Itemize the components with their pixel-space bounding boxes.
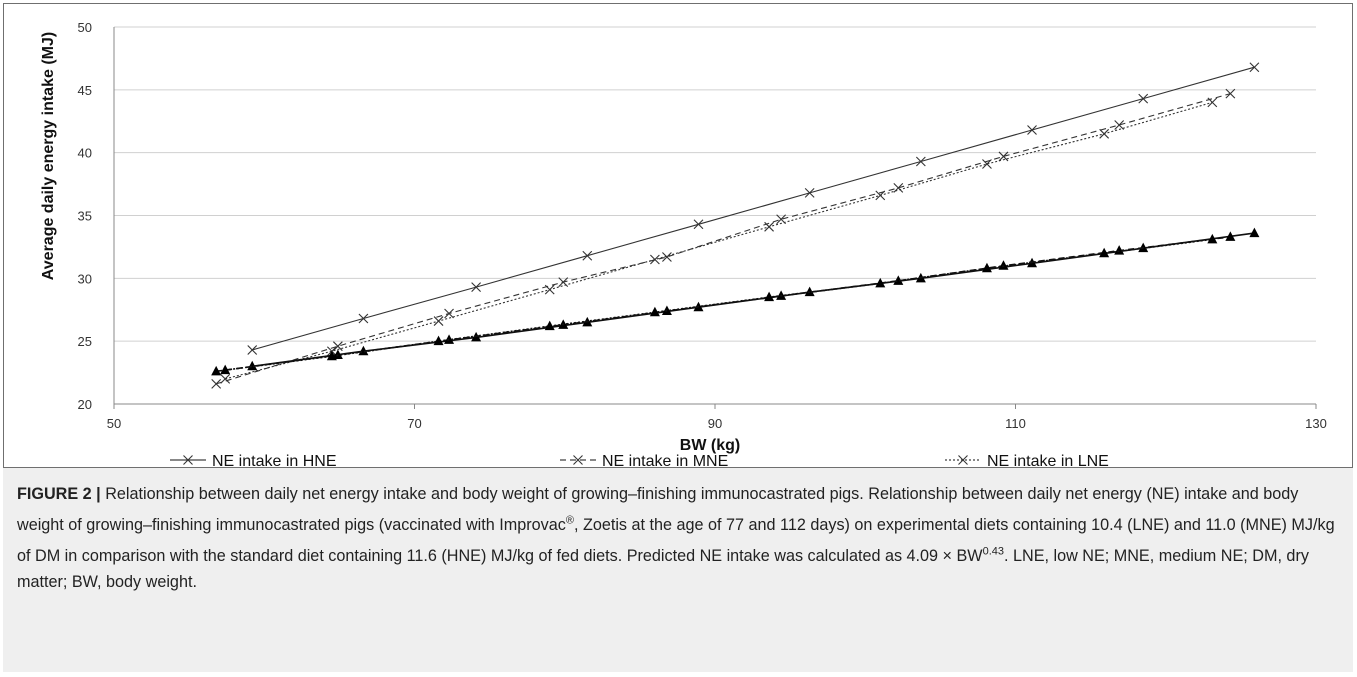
x-tick-label: 130	[1305, 416, 1327, 431]
data-point	[1225, 88, 1236, 99]
legend-swatch-marker	[183, 455, 193, 465]
legend-item: NE intake in HNE	[170, 453, 337, 470]
data-point	[1207, 97, 1218, 108]
data-point	[981, 262, 992, 273]
tick-labels: 20 25 30 35 40 45 50 50 70 90 110 130	[78, 20, 1327, 431]
data-point	[582, 250, 593, 261]
x-tick-label: 90	[708, 416, 722, 431]
series-1	[247, 62, 1260, 355]
data-point	[915, 156, 926, 167]
x-tick-label: 70	[407, 416, 421, 431]
data-point	[1249, 62, 1260, 73]
data-point	[998, 151, 1009, 162]
data-point	[693, 219, 704, 230]
legend-swatch-marker	[573, 455, 583, 465]
y-tick-label: 20	[78, 397, 92, 412]
data-point	[875, 277, 886, 288]
data-point	[893, 182, 904, 193]
figure-label: FIGURE 2 |	[17, 485, 101, 503]
y-tick-label: 45	[78, 83, 92, 98]
chart: 20 25 30 35 40 45 50 50 70 90 110 130 BW (kg) Avera…	[40, 20, 1327, 470]
figure-caption: FIGURE 2 | Relationship between daily ne…	[17, 481, 1337, 596]
caption-box: FIGURE 2 | Relationship between daily ne…	[3, 467, 1353, 672]
data-point	[893, 275, 904, 285]
data-point	[220, 364, 231, 375]
data-point	[544, 320, 555, 331]
series-line	[225, 238, 1213, 371]
legend-label: NE intake in LNE	[987, 453, 1109, 470]
data-point	[1225, 231, 1236, 241]
data-point	[211, 365, 222, 376]
data-point	[326, 350, 337, 361]
data-point	[1099, 128, 1110, 139]
data-point	[220, 373, 231, 384]
data-point	[1249, 227, 1260, 238]
y-tick-label: 30	[78, 271, 92, 286]
series-line	[252, 66, 1255, 351]
series-line	[216, 236, 1231, 373]
legend-label: NE intake in MNE	[602, 453, 728, 470]
data-point	[1114, 120, 1125, 130]
y-tick-label: 40	[78, 146, 92, 161]
data-point	[982, 159, 992, 169]
data-point	[471, 282, 481, 293]
legend: NE intake in HNE NE intake in MNE NE intak…	[170, 453, 1109, 470]
legend-label: NE intake in HNE	[212, 453, 337, 470]
data-point	[332, 341, 343, 352]
legend-swatch-marker	[958, 455, 968, 465]
data-point	[1099, 247, 1110, 258]
series-line	[216, 93, 1231, 385]
series-3	[220, 97, 1218, 384]
data-point	[764, 291, 775, 302]
data-point	[433, 316, 444, 326]
data-point	[650, 254, 660, 265]
x-tick-label: 50	[107, 416, 121, 431]
axes	[113, 27, 1317, 409]
data-point	[662, 252, 672, 262]
caption-text: Relationship between daily net energy in…	[17, 485, 1335, 592]
data-point	[998, 260, 1009, 270]
legend-item: NE intake in MNE	[560, 453, 728, 470]
data-point	[764, 221, 774, 232]
data-point	[1027, 125, 1037, 135]
data-point	[247, 345, 258, 355]
data-point	[804, 187, 815, 198]
y-tick-label: 25	[78, 334, 92, 349]
data-point	[332, 349, 343, 359]
data-point	[1138, 93, 1149, 104]
series-2	[211, 88, 1236, 389]
data-point	[875, 190, 886, 201]
series-6	[220, 233, 1218, 375]
data-point	[433, 335, 444, 346]
data-point	[444, 308, 454, 319]
data-point	[247, 360, 258, 371]
data-point	[211, 379, 222, 389]
data-point	[649, 306, 660, 317]
series-line	[225, 101, 1213, 380]
y-tick-label: 35	[78, 209, 92, 224]
x-axis-title: BW (kg)	[680, 437, 740, 454]
data-point	[1207, 233, 1218, 244]
x-tick-label: 110	[1005, 416, 1026, 431]
data-point	[358, 313, 369, 324]
legend-item: NE intake in LNE	[945, 453, 1109, 470]
y-tick-label: 50	[78, 20, 92, 35]
gridlines	[114, 26, 1316, 342]
series	[211, 62, 1260, 389]
data-point	[1114, 245, 1125, 255]
data-point	[544, 284, 555, 295]
y-axis-title: Average daily energy intake (MJ)	[40, 32, 57, 280]
